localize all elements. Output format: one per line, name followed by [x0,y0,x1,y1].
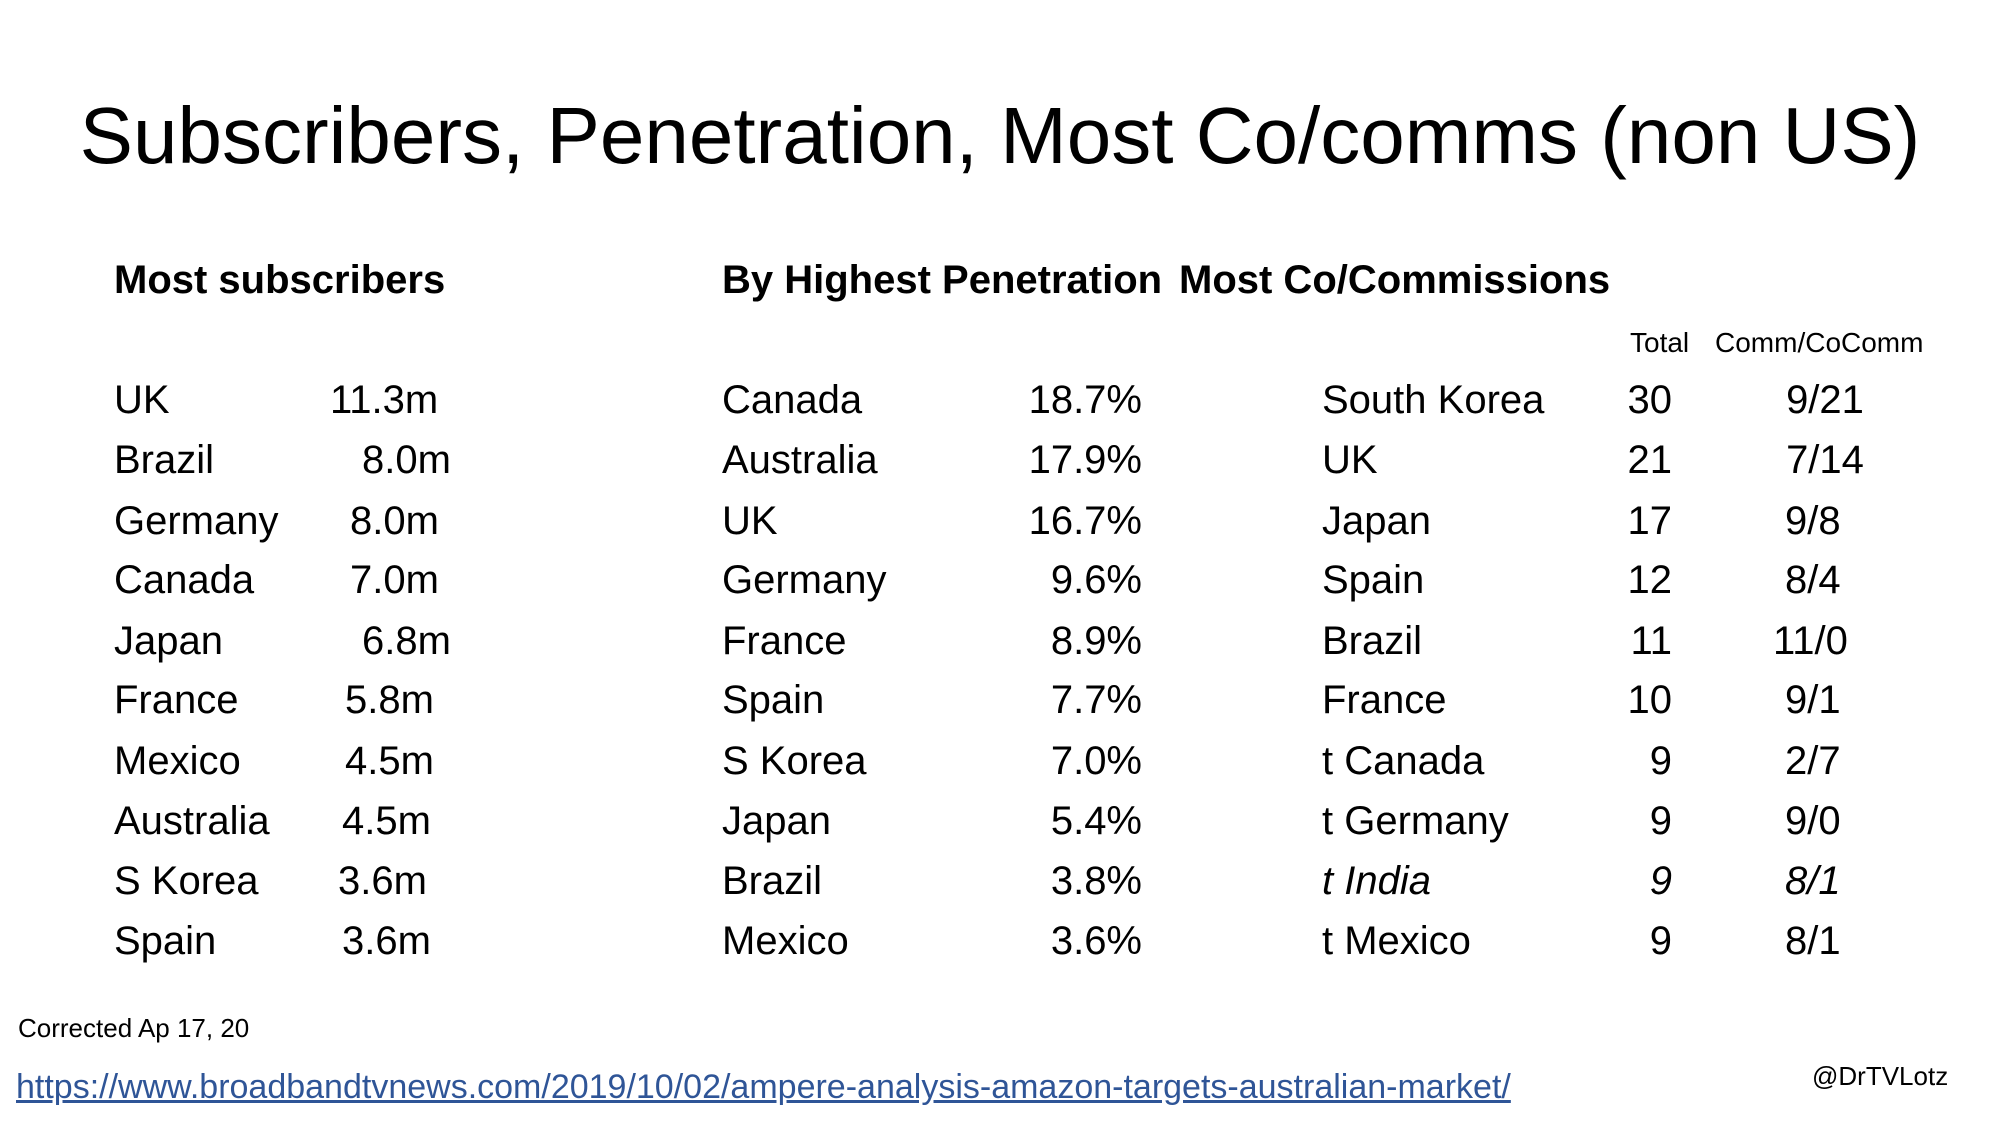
subscribers-country: UK [114,378,170,422]
penetration-country: Germany [722,558,887,602]
commissions-total: 21 [1627,438,1673,482]
subscribers-country: Germany [114,499,279,543]
penetration-value: 7.7% [1050,678,1142,722]
penetration-country: UK [722,499,778,543]
source-link[interactable]: https://www.broadbandtvnews.com/2019/10/… [16,1068,1511,1106]
commissions-total: 11 [1630,619,1672,663]
penetration-country: Canada [722,378,863,422]
correction-note: Corrected Ap 17, 20 [18,1013,250,1043]
author-handle: @DrTVLotz [1812,1061,1949,1091]
subscribers-value: 4.5m [345,739,434,783]
slide-title: Subscribers, Penetration, Most Co/comms … [79,91,1921,180]
column-header-comm-cocomm: Comm/CoComm [1715,327,1924,358]
commissions-total: 9 [1649,799,1672,843]
commissions-country: t Canada [1322,739,1485,783]
penetration-country: Spain [722,678,825,722]
commissions-country: t Mexico [1322,919,1471,963]
subscribers-country: Canada [114,558,255,602]
penetration-value: 9.6% [1050,558,1142,602]
penetration-country: Japan [722,799,831,843]
commissions-split: 8/4 [1785,558,1841,602]
penetration-country: Brazil [722,859,823,903]
commissions-country: Spain [1322,558,1425,602]
subscribers-value: 11.3m [330,378,439,422]
commissions-country: South Korea [1322,378,1545,422]
commissions-country: France [1322,678,1447,722]
subscribers-value: 3.6m [338,859,427,903]
penetration-country: Mexico [722,919,849,963]
column-header-total: Total [1630,327,1690,358]
penetration-country: S Korea [722,739,867,783]
subscribers-value: 7.0m [350,558,439,602]
commissions-total: 9 [1649,859,1672,903]
subscribers-value: 6.8m [362,619,451,663]
penetration-country: Australia [722,438,878,482]
penetration-value: 8.9% [1050,619,1142,663]
penetration-value: 16.7% [1028,499,1142,543]
commissions-split: 11/0 [1773,619,1848,663]
penetration-country: France [722,619,847,663]
commissions-split: 2/7 [1785,739,1841,783]
commissions-country: Brazil [1322,619,1423,663]
commissions-split: 9/0 [1785,799,1841,843]
commissions-split: 9/8 [1785,499,1841,543]
commissions-total: 9 [1649,919,1672,963]
penetration-value: 17.9% [1028,438,1142,482]
commissions-country: t Germany [1322,799,1509,843]
penetration-value: 5.4% [1050,799,1142,843]
subscribers-country: Japan [114,619,223,663]
commissions-total: 9 [1649,739,1672,783]
subscribers-country: France [114,678,239,722]
subscribers-value: 8.0m [362,438,451,482]
commissions-split: 8/1 [1785,919,1841,963]
subscribers-value: 4.5m [342,799,431,843]
heading-highest-penetration: By Highest Penetration [722,258,1163,302]
subscribers-country: Spain [114,919,217,963]
penetration-value: 3.6% [1050,919,1142,963]
subscribers-country: Australia [114,799,270,843]
penetration-value: 7.0% [1050,739,1142,783]
penetration-value: 3.8% [1050,859,1142,903]
subscribers-country: Brazil [114,438,215,482]
commissions-total: 10 [1627,678,1673,722]
subscribers-value: 3.6m [342,919,431,963]
commissions-split: 8/1 [1785,859,1841,903]
commissions-total: 12 [1627,558,1673,602]
heading-most-commissions: Most Co/Commissions [1179,258,1611,302]
subscribers-value: 5.8m [345,678,434,722]
commissions-split: 9/21 [1786,378,1864,422]
commissions-country: UK [1322,438,1378,482]
commissions-total: 30 [1627,378,1673,422]
subscribers-country: Mexico [114,739,241,783]
commissions-split: 9/1 [1785,678,1841,722]
commissions-split: 7/14 [1786,438,1864,482]
heading-most-subscribers: Most subscribers [114,258,446,302]
penetration-value: 18.7% [1028,378,1142,422]
commissions-country: t India [1322,859,1431,903]
subscribers-value: 8.0m [350,499,439,543]
commissions-country: Japan [1322,499,1431,543]
subscribers-country: S Korea [114,859,259,903]
commissions-total: 17 [1627,499,1673,543]
